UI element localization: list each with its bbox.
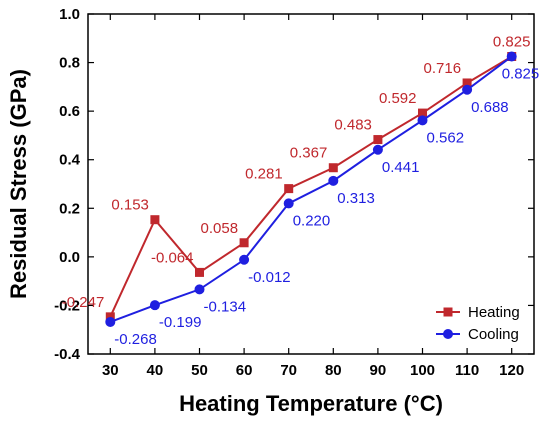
- y-tick-label: 0.4: [59, 152, 81, 169]
- heating-value-label: 0.825: [493, 34, 531, 51]
- x-tick-label: 30: [102, 362, 119, 379]
- x-tick-label: 40: [147, 362, 164, 379]
- cooling-point: [105, 316, 116, 327]
- y-tick-label: 0.6: [59, 103, 80, 120]
- heating-value-label: 0.716: [424, 60, 462, 77]
- cooling-point: [283, 198, 294, 209]
- x-tick-label: 70: [280, 362, 297, 379]
- x-axis-title: Heating Temperature (°C): [179, 391, 443, 416]
- cooling-series-line: [109, 55, 513, 323]
- y-tick-label: 1.0: [59, 6, 80, 23]
- heating-point: [373, 135, 383, 145]
- cooling-value-label: 0.441: [382, 159, 420, 176]
- heating-point: [462, 78, 472, 88]
- heating-value-label: 0.483: [334, 117, 372, 134]
- x-tick-label: 50: [191, 362, 208, 379]
- x-tick-label: 80: [325, 362, 342, 379]
- x-tick-label: 120: [499, 362, 524, 379]
- cooling-value-label: 0.313: [337, 190, 375, 207]
- heating-point: [105, 312, 115, 322]
- y-axis: -0.4 -0.2 0.0 0.2 0.4 0.6 0.8 1.0: [54, 6, 534, 363]
- x-tick-label: 110: [455, 362, 479, 379]
- cooling-point: [194, 284, 205, 295]
- heating-value-label: 0.153: [111, 197, 149, 214]
- plot-frame: [87, 13, 535, 355]
- y-tick-label: 0.0: [59, 249, 80, 266]
- cooling-point: [328, 175, 339, 186]
- cooling-value-label: -0.199: [159, 314, 202, 331]
- x-tick-label: 60: [236, 362, 253, 379]
- cooling-value-label: 0.220: [293, 212, 331, 229]
- cooling-value-label: -0.134: [204, 298, 247, 315]
- cooling-point: [417, 115, 428, 126]
- heating-point: [284, 184, 294, 194]
- heating-point: [239, 238, 249, 248]
- cooling-point: [462, 84, 473, 95]
- heating-point: [328, 163, 338, 173]
- x-tick-label: 90: [370, 362, 387, 379]
- heating-point: [418, 108, 427, 118]
- cooling-legend-label: Cooling: [468, 326, 519, 343]
- cooling-legend-marker: [443, 329, 453, 339]
- heating-value-label: 0.367: [290, 145, 328, 162]
- cooling-value-label: 0.562: [427, 129, 465, 146]
- y-tick-label: -0.4: [54, 346, 81, 363]
- heating-value-label: 0.058: [201, 220, 239, 237]
- y-axis-title: Residual Stress (GPa): [6, 69, 31, 299]
- cooling-value-label: 0.688: [471, 99, 509, 116]
- heating-value-label: 0.592: [379, 90, 417, 107]
- series-layer: [105, 51, 517, 327]
- x-tick-label: 100: [410, 362, 435, 379]
- cooling-value-label: -0.012: [248, 269, 291, 286]
- cooling-value-label: 0.825: [502, 66, 540, 83]
- heating-value-label: -0.247: [62, 294, 105, 311]
- cooling-point: [149, 300, 160, 311]
- cooling-point: [239, 254, 250, 265]
- heating-value-label: 0.281: [245, 166, 283, 183]
- heating-series-line: [109, 55, 513, 318]
- data-labels: -0.247 -0.268 0.153 -0.199 -0.064 -0.134 0.058…: [62, 34, 539, 348]
- legend: Heating Cooling: [436, 304, 520, 343]
- heating-legend-marker: [443, 307, 453, 317]
- heating-value-label: -0.064: [151, 249, 194, 266]
- heating-point: [150, 215, 160, 225]
- y-tick-label: 0.8: [59, 55, 80, 72]
- heating-legend-label: Heating: [468, 304, 520, 321]
- heating-point: [195, 267, 204, 277]
- y-tick-label: -0.2: [54, 297, 80, 314]
- y-tick-label: 0.2: [59, 200, 80, 217]
- cooling-value-label: -0.268: [114, 331, 157, 348]
- cooling-point: [372, 144, 383, 155]
- x-axis: 30 40 50 60 70 80 90 100 110 120: [102, 14, 524, 379]
- cooling-point: [506, 51, 517, 62]
